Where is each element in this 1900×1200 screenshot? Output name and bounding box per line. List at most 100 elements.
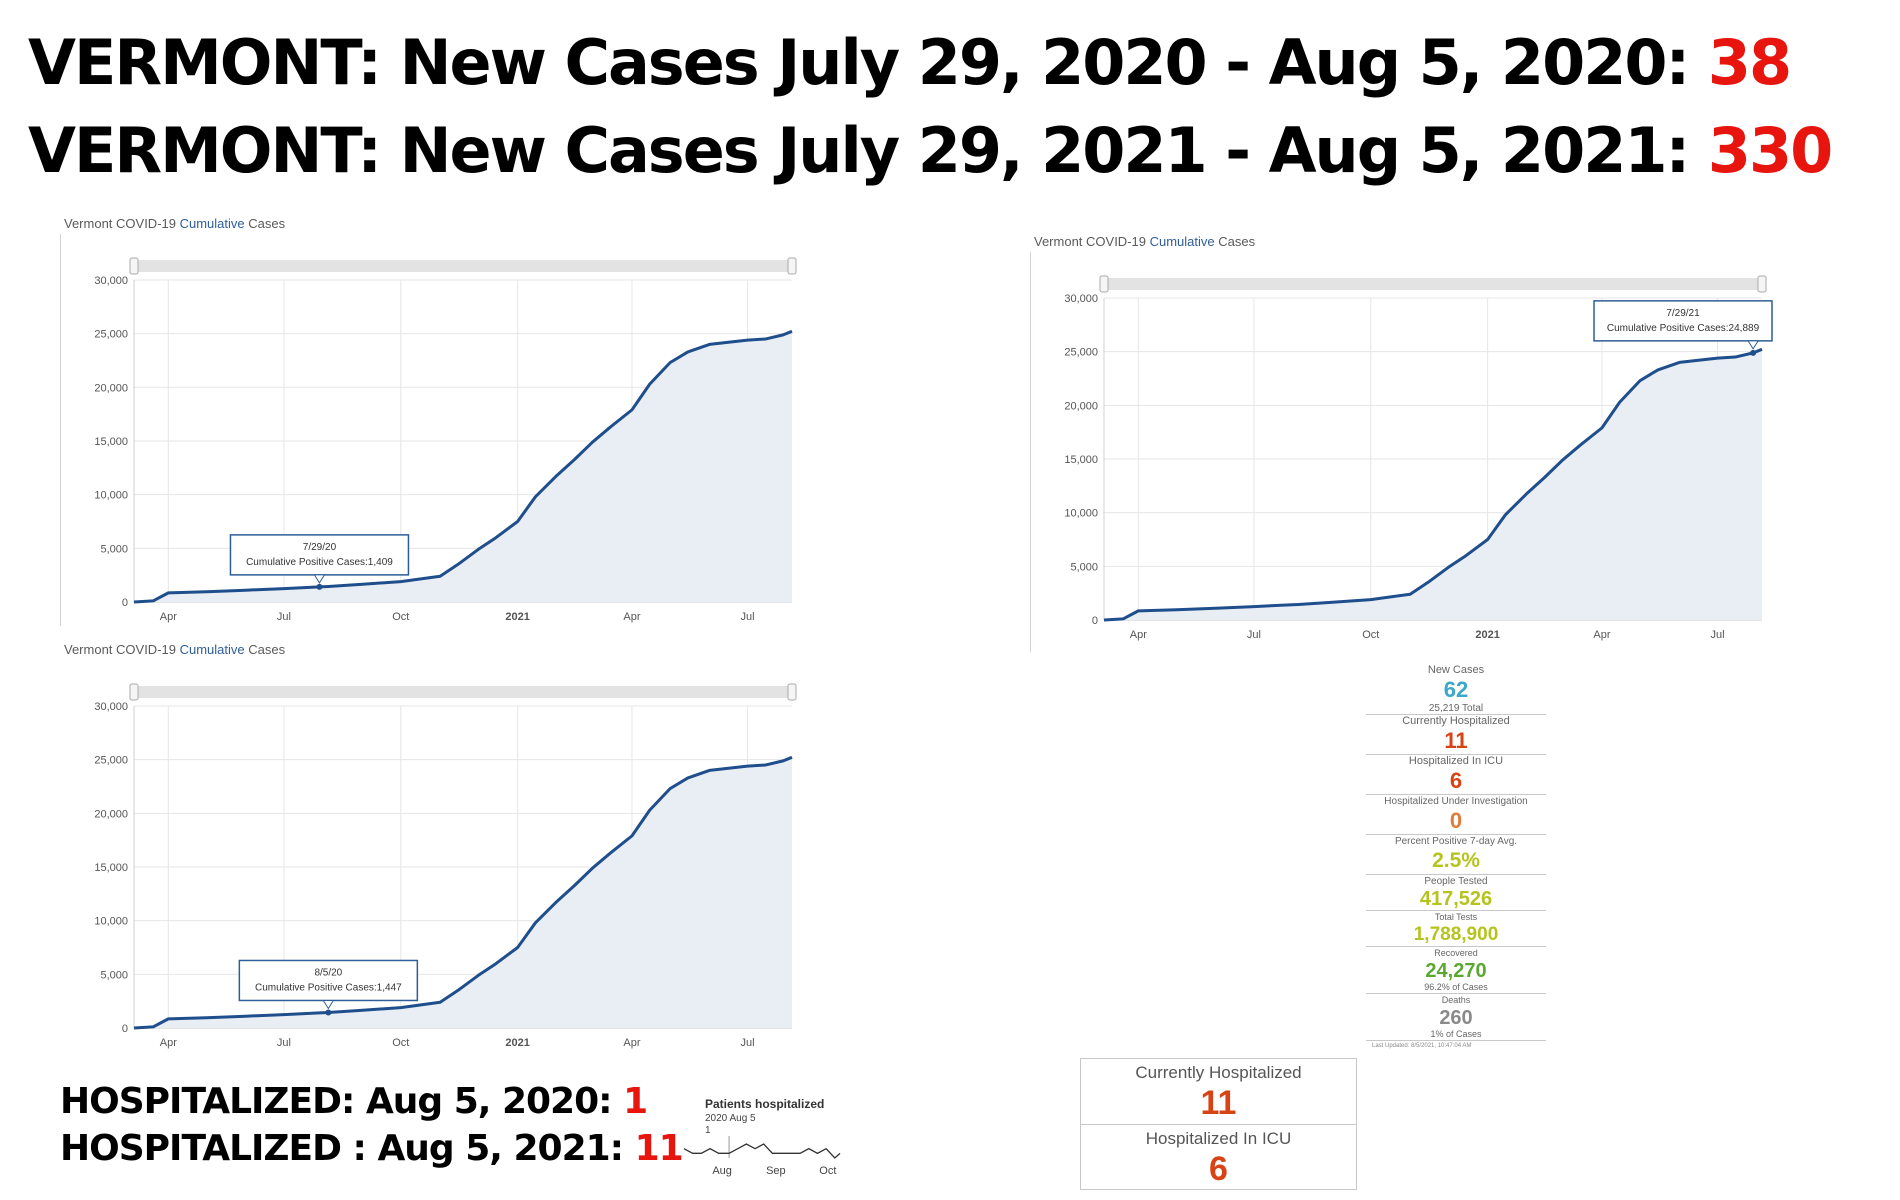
y-tick-label: 15,000 xyxy=(94,436,128,448)
x-tick-label: 2021 xyxy=(1475,629,1499,641)
new-cases-value: 62 xyxy=(1443,677,1469,702)
x-tick-label: 2021 xyxy=(505,611,529,623)
tooltip: 8/5/20 Cumulative Positive Cases:1,447 xyxy=(238,959,419,1010)
y-tick-label: 25,000 xyxy=(94,329,128,341)
headline-2020-value: 38 xyxy=(1707,26,1792,99)
y-tick-label: 30,000 xyxy=(94,701,128,713)
patients-hospitalized-sparkline: Patients hospitalized 2020 Aug 51 Aug Sep Oc… xyxy=(683,1097,841,1177)
hospitalized-2020: HOSPITALIZED: Aug 5, 2020: 1 xyxy=(60,1081,648,1122)
total-tests-value: 1,788,900 xyxy=(1413,924,1499,945)
tooltip-marker xyxy=(1750,349,1757,356)
y-tick-label: 25,000 xyxy=(1064,347,1098,359)
cumulative-cases-chart: 0 5,000 10,000 15,000 20,000 25,000 30,000 Apr J… xyxy=(1064,275,1773,641)
recovered-label: Recovered xyxy=(1434,948,1478,958)
x-tick-label: Oct xyxy=(392,611,409,623)
sparkline-tooltip-value: 1 xyxy=(705,1125,711,1136)
cumulative-cases-chart: 0 5,000 10,000 15,000 20,000 25,000 30,000 Apr J… xyxy=(94,257,797,623)
icu-value: 6 xyxy=(1449,768,1463,793)
y-tick-label: 10,000 xyxy=(94,916,128,928)
panel-divider xyxy=(60,234,61,626)
percent-positive-value: 2.5% xyxy=(1432,849,1480,872)
y-tick-label: 5,000 xyxy=(100,543,128,555)
y-tick-label: 15,000 xyxy=(1064,454,1098,466)
tooltip-date: 7/29/21 xyxy=(1666,308,1700,319)
box-hospitalized-label: Currently Hospitalized xyxy=(1135,1063,1302,1082)
y-tick-label: 20,000 xyxy=(94,808,128,820)
tooltip-pointer xyxy=(313,574,326,584)
cumulative-area xyxy=(134,757,792,1028)
headline-2021: VERMONT: New Cases July 29, 2021 - Aug 5… xyxy=(28,120,1833,182)
tooltip-date: 7/29/20 xyxy=(303,542,337,553)
chart-title-prefix: Vermont COVID-19 xyxy=(1034,234,1150,249)
tooltip-marker xyxy=(325,1009,332,1016)
chart-title: Vermont COVID-19 Cumulative Cases xyxy=(64,216,285,231)
sparkline-line xyxy=(683,1143,841,1159)
chart-title-accent: Cumulative xyxy=(179,642,245,657)
range-handle-left xyxy=(1099,275,1109,293)
total-tests-label: Total Tests xyxy=(1434,912,1478,922)
y-tick-label: 0 xyxy=(1092,615,1098,627)
cumulative-line xyxy=(133,329,793,604)
hospitalized-value: 11 xyxy=(1444,728,1468,753)
x-tick-label: Jul xyxy=(741,1037,755,1049)
tooltip-pointer xyxy=(1747,340,1760,350)
box-icu-label: Hospitalized In ICU xyxy=(1145,1129,1292,1148)
tooltip-box xyxy=(1593,300,1773,342)
under-investigation-stat: Hospitalized Under Investigation 0 xyxy=(1366,795,1546,835)
x-tick-label: Jul xyxy=(1247,629,1261,641)
range-navigator xyxy=(1104,278,1762,290)
y-tick-label: 10,000 xyxy=(1064,508,1098,520)
tooltip: 7/29/21 Cumulative Positive Cases:24,889 xyxy=(1593,300,1773,350)
box-hospitalized-value: 11 xyxy=(1200,1084,1237,1122)
icu-label: Hospitalized In ICU xyxy=(1408,755,1504,767)
people-tested-stat: People Tested 417,526 xyxy=(1366,875,1546,911)
hospitalized-label: Currently Hospitalized xyxy=(1402,715,1510,727)
y-tick-label: 0 xyxy=(122,597,128,609)
range-handle-right xyxy=(787,257,797,275)
range-handle-left xyxy=(129,683,139,701)
x-tick-label: Jul xyxy=(277,1037,291,1049)
x-tick-label: Apr xyxy=(1593,629,1610,641)
tooltip-box xyxy=(229,534,410,576)
chart-title-accent: Cumulative xyxy=(179,216,245,231)
cumulative-area xyxy=(1104,349,1762,620)
deaths-value: 260 xyxy=(1439,1007,1473,1029)
y-tick-label: 20,000 xyxy=(94,382,128,394)
hospitalized-2021: HOSPITALIZED : Aug 5, 2021: 11 xyxy=(60,1128,684,1169)
x-tick-label: Apr xyxy=(160,611,177,623)
headline-2020-text: VERMONT: New Cases July 29, 2020 - Aug 5… xyxy=(28,26,1708,99)
y-tick-label: 10,000 xyxy=(94,490,128,502)
chart-title-prefix: Vermont COVID-19 xyxy=(64,216,180,231)
x-tick-label: Oct xyxy=(392,1037,409,1049)
cumulative-cases-chart: 0 5,000 10,000 15,000 20,000 25,000 30,000 Apr J… xyxy=(94,683,797,1049)
hospitalized-2020-value: 1 xyxy=(623,1081,648,1122)
x-tick-label: 2021 xyxy=(505,1037,529,1049)
new-cases-stat: New Cases 62 25,219 Total xyxy=(1366,664,1546,715)
y-tick-label: 15,000 xyxy=(94,862,128,874)
headline-2020: VERMONT: New Cases July 29, 2020 - Aug 5… xyxy=(28,32,1792,94)
icu-box: Hospitalized In ICU 6 xyxy=(1080,1124,1357,1190)
icu-stat: Hospitalized In ICU 6 xyxy=(1366,755,1546,795)
deaths-percent: 1% of Cases xyxy=(1430,1029,1482,1039)
tooltip: 7/29/20 Cumulative Positive Cases:1,409 xyxy=(229,534,410,584)
tooltip-box xyxy=(238,959,419,1002)
new-cases-total: 25,219 Total xyxy=(1428,703,1484,714)
range-navigator xyxy=(134,260,792,272)
deaths-stat: Deaths 260 1% of Cases xyxy=(1366,994,1546,1041)
y-tick-label: 20,000 xyxy=(1064,400,1098,412)
people-tested-value: 417,526 xyxy=(1419,888,1493,910)
chart-title-suffix: Cases xyxy=(1214,234,1256,249)
panel-divider xyxy=(1030,252,1031,652)
sparkline-title: Patients hospitalized xyxy=(705,1097,824,1111)
hospitalized-2021-value: 11 xyxy=(634,1128,684,1169)
y-tick-label: 30,000 xyxy=(94,275,128,287)
tooltip-date: 8/5/20 xyxy=(314,967,342,978)
chart-title-accent: Cumulative xyxy=(1149,234,1215,249)
y-tick-label: 5,000 xyxy=(100,969,128,981)
chart-title-prefix: Vermont COVID-19 xyxy=(64,642,180,657)
tooltip-value: Cumulative Positive Cases:1,447 xyxy=(255,982,402,993)
range-handle-right xyxy=(1757,275,1767,293)
recovered-stat: Recovered 24,270 96.2% of Cases xyxy=(1366,947,1546,994)
box-icu-value: 6 xyxy=(1209,1150,1228,1188)
tooltip-value: Cumulative Positive Cases:1,409 xyxy=(246,557,393,568)
